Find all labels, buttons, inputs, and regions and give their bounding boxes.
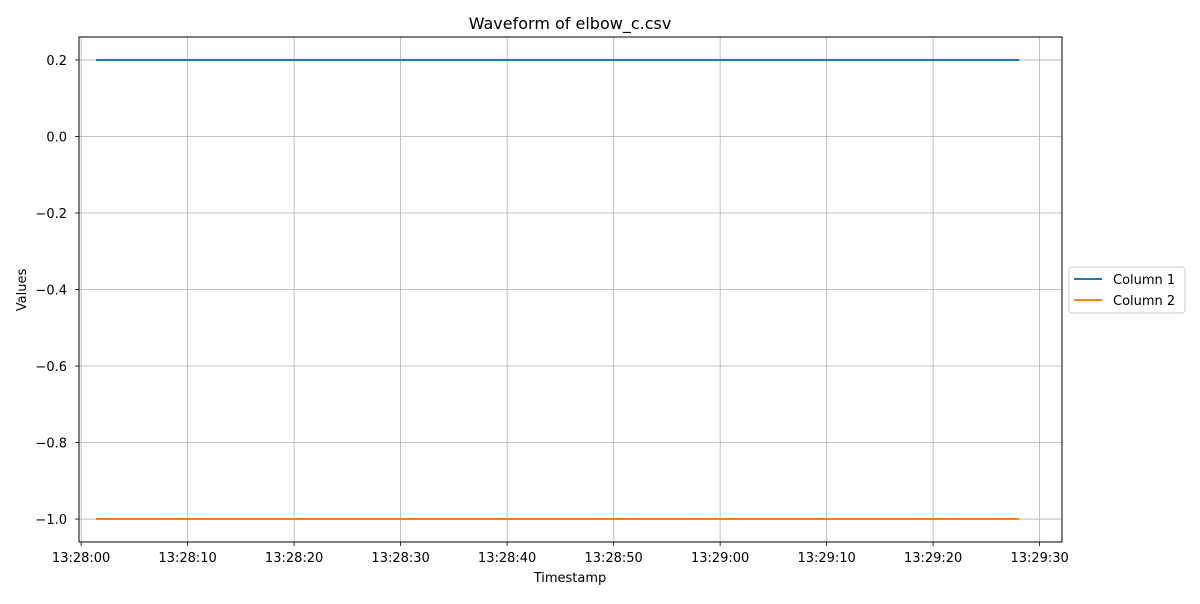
y-tick-label: −0.6 xyxy=(35,360,67,375)
x-axis-label: Timestamp xyxy=(533,571,607,586)
legend: Column 1 Column 2 xyxy=(1068,266,1186,314)
chart-title: Waveform of elbow_c.csv xyxy=(469,14,672,34)
y-tick-label: −0.8 xyxy=(35,437,67,452)
y-tick-label: 0.2 xyxy=(46,54,67,69)
legend-label-2: Column 2 xyxy=(1113,294,1175,309)
x-tick-label: 13:29:20 xyxy=(904,551,962,566)
x-tick-label: 13:28:50 xyxy=(584,551,642,566)
legend-label-1: Column 1 xyxy=(1113,273,1175,288)
y-tick-label: 0.0 xyxy=(46,130,67,145)
x-tick-label: 13:29:00 xyxy=(691,551,749,566)
x-tick-label: 13:28:20 xyxy=(265,551,323,566)
grid-layer xyxy=(79,37,1062,542)
y-tick-label: −0.2 xyxy=(35,207,67,222)
x-tick-label: 13:28:10 xyxy=(158,551,216,566)
x-tick-label: 13:29:10 xyxy=(797,551,855,566)
series-layer xyxy=(96,58,1020,521)
ticks-layer: 13:28:00 13:28:10 13:28:20 13:28:30 13:28:40… xyxy=(35,54,1068,566)
x-tick-label: 13:28:30 xyxy=(371,551,429,566)
y-tick-label: −1.0 xyxy=(35,513,67,528)
x-tick-label: 13:28:00 xyxy=(52,551,110,566)
y-tick-label: −0.4 xyxy=(35,284,67,299)
y-axis-label: Values xyxy=(15,269,30,312)
x-tick-label: 13:29:30 xyxy=(1010,551,1068,566)
x-tick-label: 13:28:40 xyxy=(478,551,536,566)
